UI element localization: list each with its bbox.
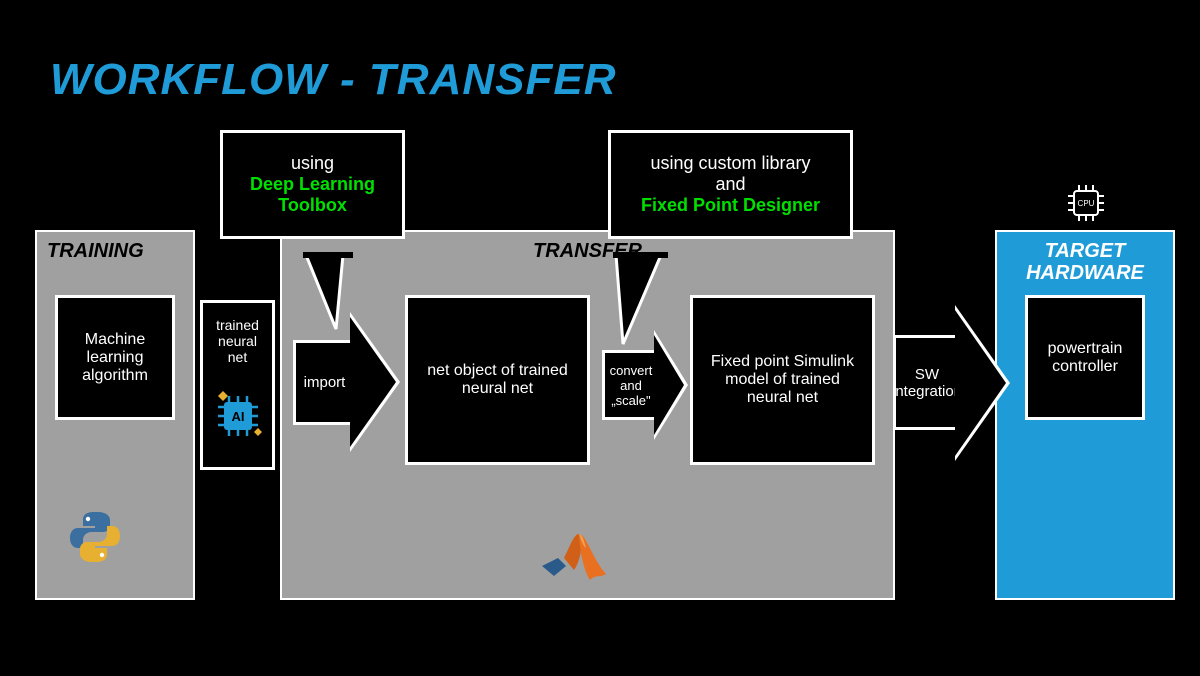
- svg-text:CPU: CPU: [1078, 199, 1095, 208]
- arrow-integration-label: SW integration: [892, 366, 962, 400]
- callout-left-tail: [303, 252, 353, 332]
- arrow-import: import: [293, 340, 353, 425]
- box-fixed-point: Fixed point Simulink model of trained ne…: [690, 295, 875, 465]
- box-fixed-point-text: Fixed point Simulink model of trained ne…: [701, 353, 864, 407]
- arrow-convert-label: convert and „scale": [605, 363, 657, 408]
- box-powertrain: powertrain controller: [1025, 295, 1145, 420]
- python-icon: [66, 508, 124, 571]
- arrow-integration: SW integration: [893, 335, 958, 430]
- cpu-icon: CPU: [1065, 182, 1107, 224]
- arrow-convert: convert and „scale": [602, 350, 657, 420]
- box-net-object-text: net object of trained neural net: [416, 362, 579, 398]
- box-trained-net-text: trained neural net: [211, 317, 264, 365]
- callout-fixed-point: using custom library and Fixed Point Des…: [608, 130, 853, 239]
- callout-deep-learning: using Deep Learning Toolbox: [220, 130, 405, 239]
- callout-left-line1: using: [237, 153, 388, 174]
- callout-right-line2: and: [625, 174, 836, 195]
- arrow-import-label: import: [304, 374, 346, 391]
- box-net-object: net object of trained neural net: [405, 295, 590, 465]
- target-label: TARGET HARDWARE: [997, 240, 1173, 284]
- box-powertrain-text: powertrain controller: [1036, 340, 1134, 376]
- arrow-convert-head-inner: [654, 335, 684, 435]
- arrow-import-head-inner: [350, 317, 396, 447]
- box-ml-algorithm: Machine learning algorithm: [55, 295, 175, 420]
- arrow-integration-head-inner: [955, 310, 1006, 456]
- training-label: TRAINING: [47, 240, 144, 263]
- callout-right-line1: using custom library: [625, 153, 836, 174]
- slide-title: WORKFLOW - TRANSFER: [50, 55, 616, 105]
- svg-text:AI: AI: [232, 409, 245, 424]
- box-ml-algorithm-text: Machine learning algorithm: [66, 331, 164, 385]
- callout-left-line2: Deep Learning: [237, 174, 388, 195]
- matlab-icon: [540, 530, 612, 593]
- callout-right-line3: Fixed Point Designer: [625, 195, 836, 216]
- callout-left-line3: Toolbox: [237, 195, 388, 216]
- ai-chip-icon: AI: [212, 388, 264, 453]
